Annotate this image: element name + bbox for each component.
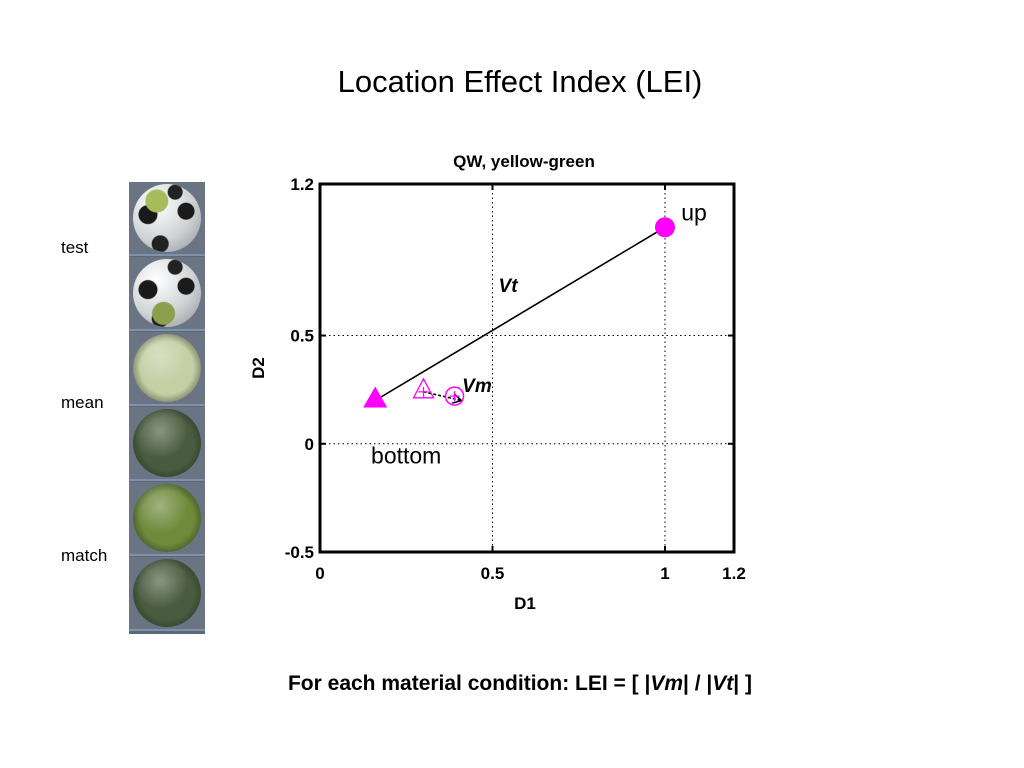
sphere-cell [129,332,205,406]
y-tick-label: 0 [305,435,314,454]
sphere-cell [129,182,205,256]
x-axis-label: D1 [514,594,536,613]
sphere-cell [129,407,205,481]
plot-frame [318,182,736,554]
sphere-image-strip [129,182,205,634]
x-tick-label: 1 [660,564,669,583]
y-axis-label: D2 [249,357,268,379]
data-point-up [655,217,675,238]
lei-formula: For each material condition: LEI = [ |Vm… [0,672,1024,696]
vector-vt-label: Vt [499,276,519,297]
sphere-cell [129,557,205,631]
vector-vm-label: Vm [462,376,492,397]
soccer-ball-image [133,184,201,252]
data-point-bottom [363,386,388,408]
matte-sphere-image [133,409,201,477]
data-point-mean-bottom [412,377,435,399]
formula-prefix: For each material condition: LEI = [ | [287,672,651,695]
formula-vm: Vm [650,672,684,695]
point-label-bottom: bottom [371,442,441,468]
matte-sphere-image [133,559,201,627]
matte-sphere-image [133,484,201,552]
x-tick-label: 1.2 [722,564,746,583]
formula-suffix: | ] [733,672,752,695]
y-tick-label: 0.5 [290,327,314,346]
slide-title: Location Effect Index (LEI) [337,64,703,99]
sphere-cell [129,257,205,331]
formula-mid: | / | [683,672,713,695]
x-tick-label: 0 [315,564,324,583]
side-label-test: test [61,238,89,257]
side-label-mean: mean [61,393,104,412]
x-tick-label: 0.5 [481,564,505,583]
point-label-up: up [681,199,707,225]
chart-title: QW, yellow-green [453,152,595,171]
side-label-match: match [61,546,108,565]
formula-vt: Vt [712,672,734,695]
soccer-ball-image [133,259,201,327]
sphere-cell [129,482,205,556]
data-point-mean-up [444,386,465,406]
y-tick-label: 1.2 [290,175,314,194]
matte-sphere-image [133,334,201,402]
y-tick-label: -0.5 [285,543,314,562]
vector-vt-arrow [374,227,665,402]
